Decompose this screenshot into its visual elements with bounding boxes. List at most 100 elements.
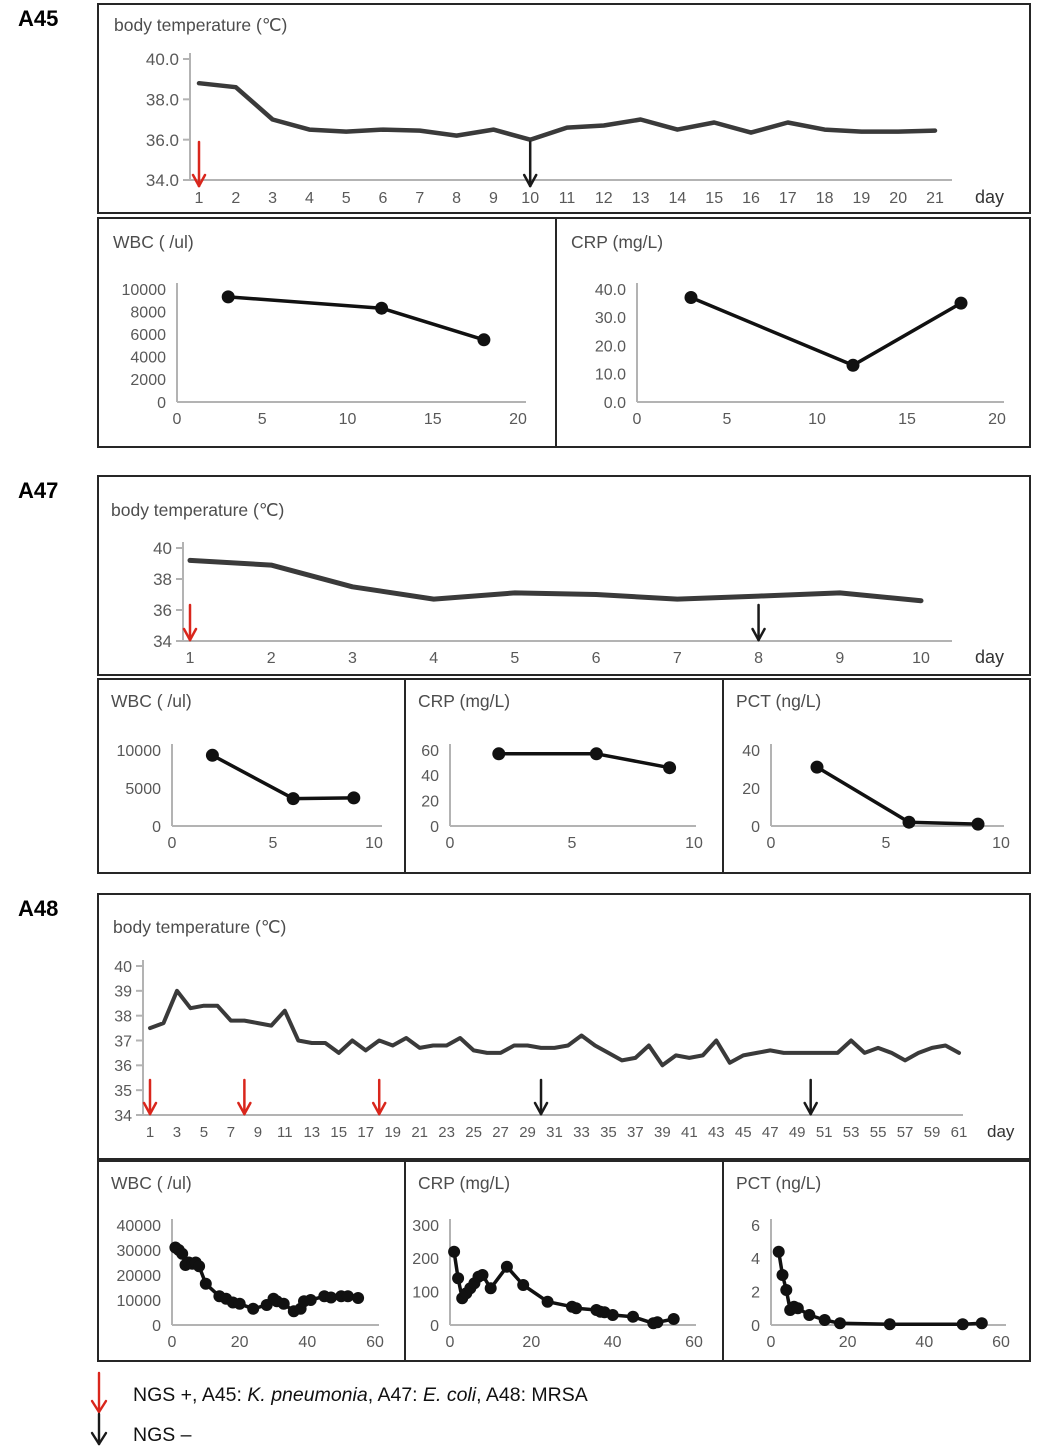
chart-box-a47-wbc: WBC ( /ul) 10000 5000 0 0 5 10 [97, 678, 404, 874]
svg-text:6: 6 [379, 190, 388, 207]
svg-text:4: 4 [305, 190, 314, 207]
svg-text:20000: 20000 [117, 1268, 162, 1285]
svg-text:30.0: 30.0 [595, 310, 626, 327]
svg-text:3: 3 [173, 1124, 181, 1141]
svg-text:57: 57 [897, 1124, 914, 1141]
svg-text:31: 31 [546, 1124, 563, 1141]
svg-text:0: 0 [157, 395, 166, 412]
svg-text:20: 20 [988, 411, 1006, 428]
svg-text:34: 34 [114, 1108, 132, 1125]
svg-text:10000: 10000 [117, 1293, 162, 1310]
svg-text:40: 40 [915, 1334, 933, 1351]
chart-title: WBC ( /ul) [113, 232, 194, 252]
svg-text:6000: 6000 [130, 327, 166, 344]
svg-text:day: day [975, 187, 1004, 207]
chart-title: PCT (ng/L) [736, 691, 822, 711]
svg-text:38: 38 [114, 1008, 132, 1025]
svg-text:10: 10 [808, 411, 826, 428]
panel-label-a48: A48 [18, 896, 59, 921]
svg-text:41: 41 [681, 1124, 698, 1141]
chart-box-a48-pct: PCT (ng/L) 6 4 2 0 0 20 40 60 [722, 1160, 1031, 1362]
svg-text:18: 18 [816, 190, 834, 207]
svg-text:35: 35 [600, 1124, 617, 1141]
svg-text:day: day [987, 1122, 1015, 1141]
svg-text:40: 40 [742, 743, 760, 760]
svg-text:20: 20 [231, 1334, 249, 1351]
svg-text:36.0: 36.0 [146, 131, 179, 150]
svg-text:40000: 40000 [117, 1218, 162, 1235]
svg-text:35: 35 [114, 1083, 132, 1100]
svg-text:20: 20 [742, 781, 760, 798]
svg-text:10: 10 [365, 835, 383, 852]
chart-title: body temperature (℃) [113, 917, 287, 937]
svg-text:5: 5 [882, 835, 891, 852]
svg-text:43: 43 [708, 1124, 725, 1141]
svg-text:20.0: 20.0 [595, 338, 626, 355]
svg-text:17: 17 [357, 1124, 374, 1141]
svg-text:7: 7 [415, 190, 424, 207]
svg-text:61: 61 [951, 1124, 968, 1141]
svg-text:23: 23 [438, 1124, 455, 1141]
svg-text:5: 5 [510, 650, 519, 667]
svg-text:10: 10 [685, 835, 703, 852]
svg-text:20: 20 [839, 1334, 857, 1351]
svg-text:15: 15 [705, 190, 723, 207]
a47-wbc-chart: 10000 5000 00 5 10 [117, 743, 384, 852]
svg-text:9: 9 [489, 190, 498, 207]
chart-box-a48-crp: CRP (mg/L) 300 200 100 0 0 20 40 60 [404, 1160, 722, 1362]
svg-text:0: 0 [446, 1334, 455, 1351]
svg-text:45: 45 [735, 1124, 752, 1141]
svg-text:59: 59 [924, 1124, 941, 1141]
svg-text:0: 0 [430, 1318, 439, 1335]
svg-text:0: 0 [168, 835, 177, 852]
svg-text:19: 19 [384, 1124, 401, 1141]
svg-text:day: day [975, 647, 1004, 667]
chart-title: WBC ( /ul) [111, 691, 192, 711]
svg-text:40.0: 40.0 [146, 50, 179, 69]
chart-title: CRP (mg/L) [571, 232, 664, 252]
svg-text:2: 2 [231, 190, 240, 207]
chart-title: body temperature (℃) [111, 500, 285, 520]
svg-text:6: 6 [592, 650, 601, 667]
a45-crp-chart: 40.0 30.0 20.0 10.0 0.0 0 5 10 15 20 [595, 282, 1006, 428]
svg-text:15: 15 [330, 1124, 347, 1141]
chart-box-a47-crp: CRP (mg/L) 60 40 20 0 0 5 10 [404, 678, 722, 874]
svg-text:10000: 10000 [122, 282, 167, 299]
svg-text:33: 33 [573, 1124, 590, 1141]
svg-text:0: 0 [430, 819, 439, 836]
svg-text:20: 20 [522, 1334, 540, 1351]
svg-text:5000: 5000 [125, 781, 161, 798]
chart-box-a48-wbc: WBC ( /ul) 40000 30000 20000 10000 0 0 20 40 60 [97, 1160, 404, 1362]
chart-title: WBC ( /ul) [111, 1173, 192, 1193]
svg-text:13: 13 [303, 1124, 320, 1141]
svg-text:36: 36 [114, 1058, 132, 1075]
svg-text:0: 0 [767, 835, 776, 852]
svg-text:2000: 2000 [130, 372, 166, 389]
svg-text:5: 5 [568, 835, 577, 852]
svg-text:10000: 10000 [117, 743, 162, 760]
svg-text:15: 15 [424, 411, 442, 428]
svg-text:19: 19 [853, 190, 871, 207]
black-down-arrow-icon [90, 1412, 108, 1446]
chart-title: CRP (mg/L) [418, 691, 511, 711]
svg-text:14: 14 [669, 190, 687, 207]
svg-text:40: 40 [153, 539, 172, 558]
svg-text:37: 37 [627, 1124, 644, 1141]
svg-text:47: 47 [762, 1124, 779, 1141]
svg-text:0: 0 [152, 1318, 161, 1335]
svg-text:7: 7 [673, 650, 682, 667]
svg-text:1: 1 [146, 1124, 154, 1141]
svg-text:3: 3 [348, 650, 357, 667]
svg-text:5: 5 [269, 835, 278, 852]
svg-text:20: 20 [421, 793, 439, 810]
svg-text:53: 53 [843, 1124, 860, 1141]
svg-text:4: 4 [751, 1251, 760, 1268]
svg-text:10: 10 [992, 835, 1010, 852]
svg-text:34: 34 [153, 632, 172, 651]
chart-title: PCT (ng/L) [736, 1173, 822, 1193]
svg-text:12: 12 [595, 190, 613, 207]
svg-text:300: 300 [412, 1218, 439, 1235]
